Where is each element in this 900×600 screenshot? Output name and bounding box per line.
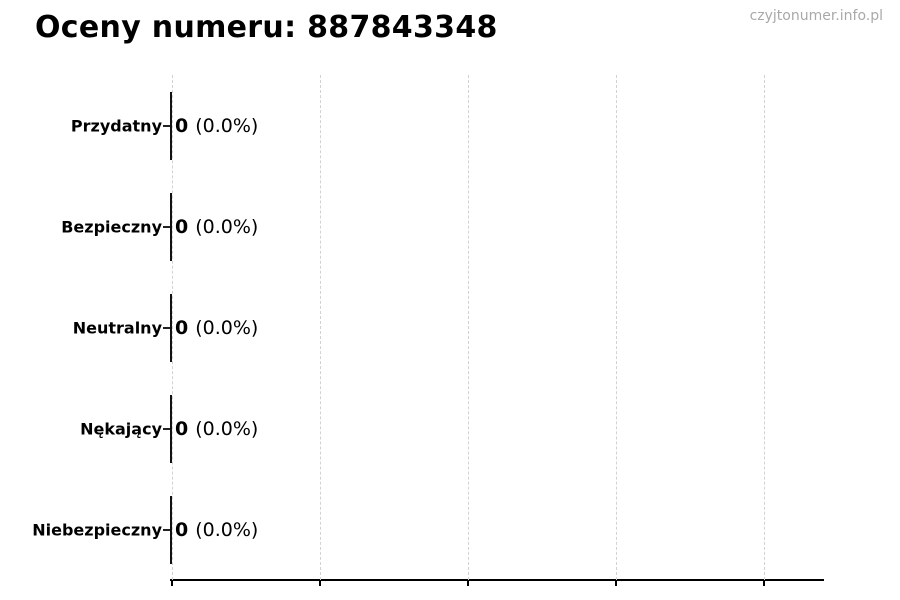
chart-title: Oceny numeru: 887843348: [35, 10, 498, 45]
x-gridline: [764, 75, 765, 580]
y-axis-tick: [163, 327, 171, 329]
bar-value: 0: [175, 519, 189, 541]
x-axis-tick: [467, 581, 469, 586]
bar-zero-line: [170, 193, 172, 261]
bar-zero-line: [170, 395, 172, 463]
x-axis-tick: [319, 581, 321, 586]
category-label: Niebezpieczny: [32, 520, 162, 540]
x-gridline: [616, 75, 617, 580]
x-axis-tick: [615, 581, 617, 586]
category-label: Nękający: [80, 419, 162, 439]
bar-zero-line: [170, 496, 172, 564]
y-axis-tick: [163, 529, 171, 531]
x-gridline: [320, 75, 321, 580]
bar-value: 0: [175, 216, 189, 238]
bar-value-annotation: 0 (0.0%): [175, 418, 258, 440]
x-gridline: [468, 75, 469, 580]
bar-zero-line: [170, 294, 172, 362]
bar-percentage: (0.0%): [195, 317, 259, 339]
bar-value-annotation: 0 (0.0%): [175, 317, 258, 339]
y-axis-tick: [163, 226, 171, 228]
category-label: Przydatny: [70, 116, 162, 136]
bar-percentage: (0.0%): [195, 216, 259, 238]
watermark-text: czyjtonumer.info.pl: [749, 8, 883, 24]
x-axis-tick: [171, 581, 173, 586]
category-label: Bezpieczny: [61, 217, 162, 237]
x-gridline: [172, 75, 173, 580]
y-axis-tick: [163, 125, 171, 127]
bar-value: 0: [175, 115, 189, 137]
bar-percentage: (0.0%): [195, 519, 259, 541]
bar-percentage: (0.0%): [195, 418, 259, 440]
x-axis-tick: [763, 581, 765, 586]
y-axis-tick: [163, 428, 171, 430]
bar-value-annotation: 0 (0.0%): [175, 519, 258, 541]
bar-value-annotation: 0 (0.0%): [175, 115, 258, 137]
x-axis-line: [170, 579, 824, 581]
bar-percentage: (0.0%): [195, 115, 259, 137]
bar-value: 0: [175, 317, 189, 339]
category-label: Neutralny: [72, 318, 162, 338]
bar-value-annotation: 0 (0.0%): [175, 216, 258, 238]
bar-zero-line: [170, 92, 172, 160]
bar-value: 0: [175, 418, 189, 440]
